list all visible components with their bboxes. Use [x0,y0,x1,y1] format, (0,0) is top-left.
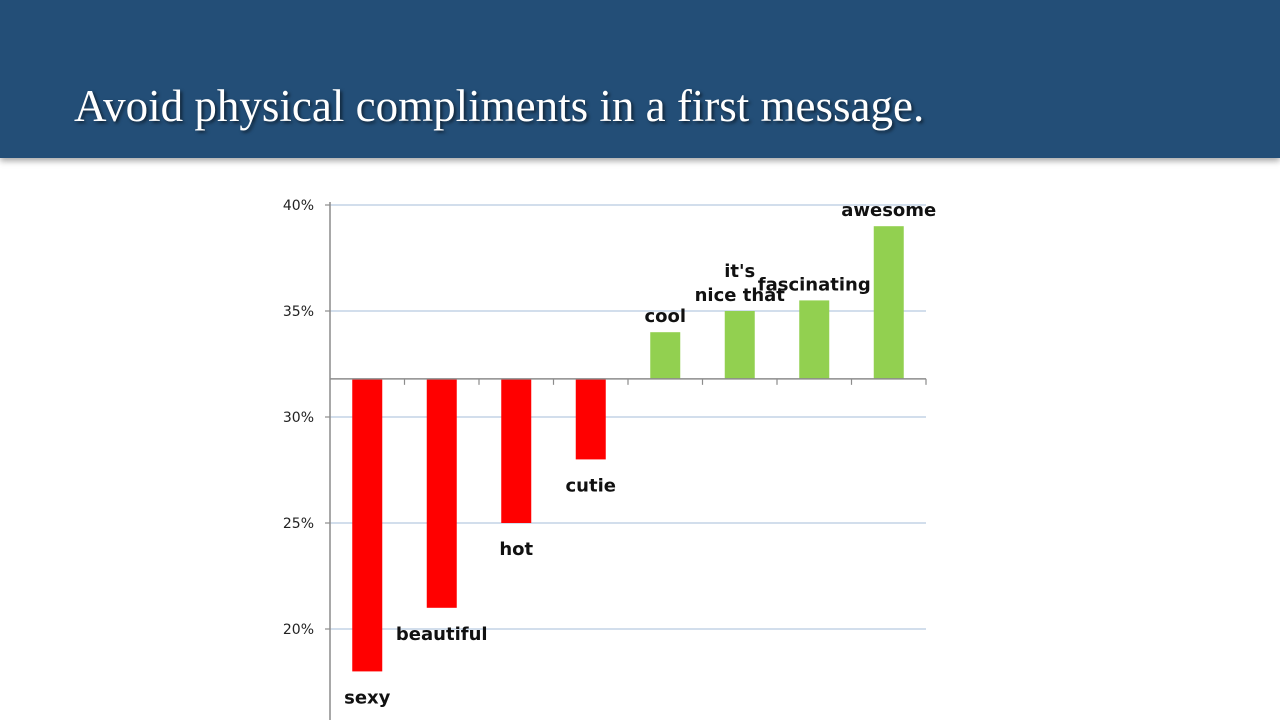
axes [325,202,927,720]
data-label: it's nice that [695,261,786,306]
slide-header: Avoid physical compliments in a first me… [0,0,1280,158]
data-label: cutie [566,475,616,496]
bar [799,300,830,379]
data-label-line: hot [499,539,533,560]
bar [501,378,532,523]
data-label-line: nice that [695,285,786,306]
data-label: sexy [344,687,391,708]
bar [575,378,606,460]
data-label: hot [499,539,533,560]
data-label: fascinating [758,274,871,295]
bars [352,226,904,672]
gridlines [330,204,926,630]
data-label: beautiful [396,624,488,645]
y-tick-label: 20% [283,622,314,638]
data-label-line: awesome [841,200,936,221]
bar [352,378,383,672]
data-label: awesome [841,200,936,221]
data-label: cool [644,306,686,327]
data-label-line: fascinating [758,274,871,295]
data-label-line: it's [724,261,755,282]
bar [426,378,457,608]
bar [650,332,681,379]
y-tick-label: 30% [283,410,314,426]
data-label-line: beautiful [396,624,488,645]
data-label-line: cool [644,306,686,327]
data-label-line: cutie [566,475,616,496]
y-tick-label: 35% [283,304,314,320]
y-tick-labels: 40% 35% 30% 25% 20% [283,198,314,638]
slide-title: Avoid physical compliments in a first me… [74,81,925,131]
bar-chart: 40% 35% 30% 25% 20% sexy beautiful hot cutie coo… [283,198,936,720]
bar [724,311,755,379]
data-label-line: sexy [344,687,391,708]
y-tick-label: 40% [283,198,314,214]
bar [873,226,904,379]
y-tick-label: 25% [283,516,314,532]
data-labels: sexy beautiful hot cutie cool it's nice thatfa… [344,200,936,708]
